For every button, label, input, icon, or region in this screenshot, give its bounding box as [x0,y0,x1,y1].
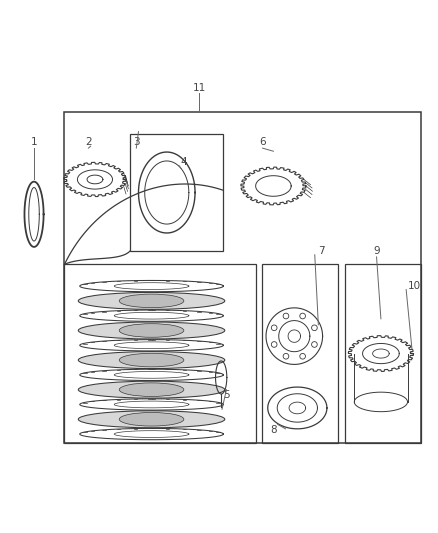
Ellipse shape [119,294,184,308]
Text: 9: 9 [373,246,380,256]
Ellipse shape [119,383,184,397]
Ellipse shape [78,352,225,368]
Text: 4: 4 [180,157,187,167]
Ellipse shape [119,413,184,426]
Text: 1: 1 [31,138,37,148]
Text: 7: 7 [318,246,325,256]
Bar [64,264,256,443]
Bar [130,134,223,251]
Ellipse shape [119,324,184,337]
Bar [64,112,421,443]
Text: 10: 10 [407,281,420,291]
Ellipse shape [78,293,225,309]
Text: 11: 11 [193,83,206,93]
Ellipse shape [119,353,184,367]
Ellipse shape [78,322,225,339]
Bar [345,264,421,443]
Ellipse shape [78,411,225,428]
Text: 3: 3 [133,138,140,148]
Text: 5: 5 [223,390,230,400]
Text: 2: 2 [85,138,92,148]
Ellipse shape [78,381,225,398]
Bar [261,264,338,443]
Text: 8: 8 [270,425,277,435]
Text: 6: 6 [259,138,266,148]
